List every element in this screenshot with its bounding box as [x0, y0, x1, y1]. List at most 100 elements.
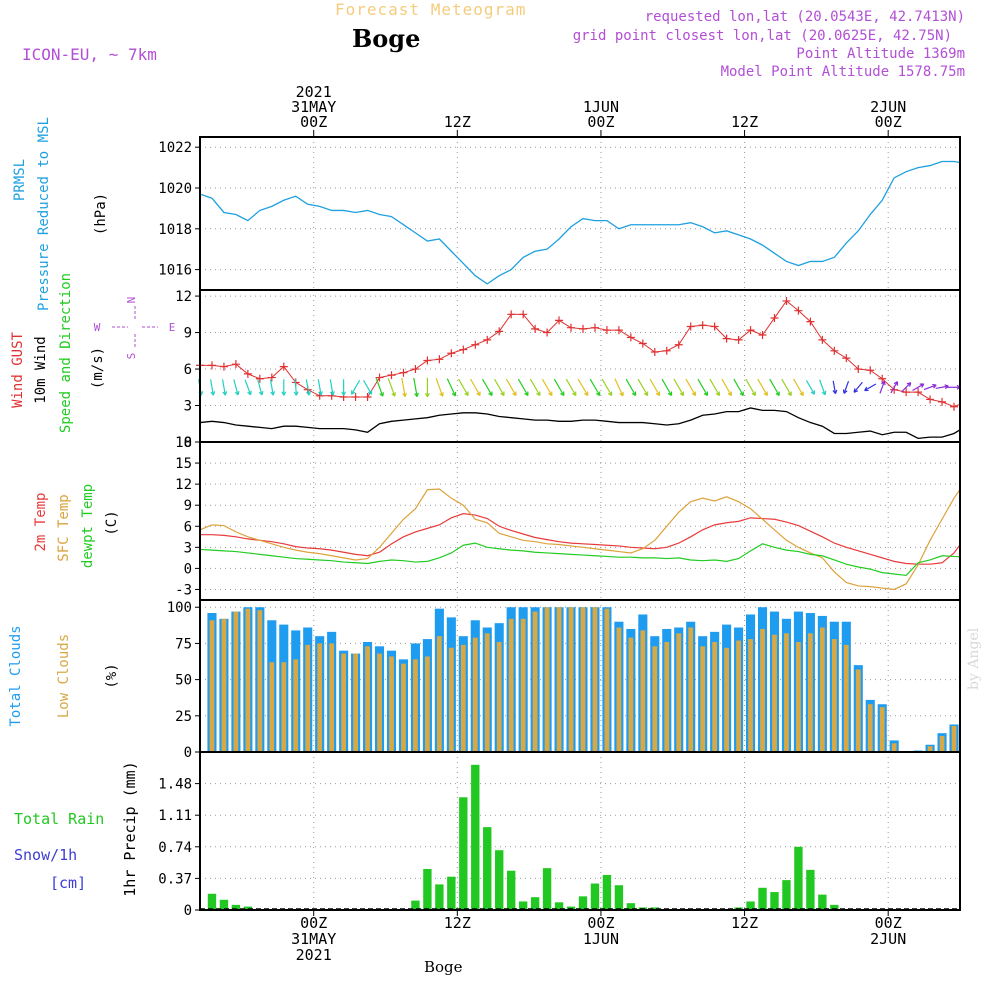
wind-direction-arrow — [935, 385, 949, 389]
wind-gust-marker — [818, 335, 827, 344]
temp-2m-title: 2m Temp — [33, 492, 49, 551]
low-clouds-bar — [209, 620, 215, 752]
wind-arrow-head — [451, 391, 457, 397]
wind-direction-arrow — [351, 380, 361, 395]
low-clouds-bar — [927, 746, 933, 752]
wind-direction-arrow — [329, 379, 334, 396]
compass-east-label: E — [169, 321, 176, 334]
low-clouds-bar — [688, 627, 694, 752]
requested-coordinates: requested lon,lat (20.0543E, 42.7413N) — [644, 9, 965, 25]
y-tick-label: 75 — [175, 636, 192, 652]
wind-direction-arrow — [901, 382, 912, 393]
y-tick-label: 3 — [184, 399, 192, 415]
wind-gust-marker — [243, 369, 252, 378]
wind-arrow-head — [595, 391, 601, 397]
top-x-tick-label: 00Z — [875, 113, 902, 131]
low-clouds-bar — [341, 653, 347, 752]
y-tick-label: 0.74 — [158, 840, 192, 856]
low-clouds-bar — [544, 607, 550, 752]
wind-arrow-head — [222, 391, 228, 396]
y-tick-label: 0 — [184, 561, 192, 577]
low-clouds-bar — [317, 643, 323, 752]
wind-arrow-head — [775, 391, 780, 397]
low-clouds-bar — [736, 640, 741, 752]
rain-bar — [423, 869, 432, 910]
panel-pressure: 1016 1018 1020 1022 — [158, 137, 960, 290]
wind-direction-arrow — [209, 379, 214, 396]
panel-frame — [199, 441, 961, 601]
wind-arrow-head — [631, 391, 637, 397]
low-clouds-bar — [580, 607, 586, 752]
y-tick-label: 50 — [175, 673, 192, 689]
rain-bar — [530, 897, 540, 910]
rain-bar — [614, 885, 624, 910]
wind-direction-arrow — [435, 378, 444, 397]
wind-direction-arrow — [458, 378, 469, 396]
total-rain-label: Total Rain — [14, 810, 104, 828]
y-tick-label: 6 — [184, 362, 192, 378]
y-tick-label: 0 — [184, 745, 192, 761]
wind-arrow-head — [234, 390, 240, 396]
wind-direction-arrow — [470, 378, 481, 396]
low-clouds-bar — [700, 646, 706, 752]
wind-direction-arrow — [269, 379, 274, 396]
compass-arrows — [112, 306, 158, 348]
wind-direction-arrow — [697, 378, 708, 396]
low-clouds-bar — [724, 647, 730, 752]
wind-direction-arrow — [879, 380, 885, 394]
wind-gust-marker — [471, 340, 480, 349]
wind-gust-marker — [423, 356, 432, 365]
product-title: Forecast Meteogram — [335, 0, 527, 19]
low-clouds-bar — [233, 611, 239, 752]
wind-arrow-head — [864, 386, 869, 392]
low-clouds-bar — [951, 725, 957, 752]
temp-sfc-line — [200, 488, 960, 591]
low-clouds-bar — [365, 646, 370, 752]
wind-arrow-head — [350, 390, 356, 395]
wind-unit: (m/s) — [90, 347, 106, 389]
wind-gust-marker — [854, 365, 863, 374]
low-clouds-bar — [819, 627, 825, 752]
wind-gust-marker — [207, 361, 216, 370]
wind-arrow-head — [210, 391, 216, 396]
station-title: Boge — [352, 24, 421, 53]
wind-gust-marker — [447, 349, 456, 358]
wind-gust-marker — [770, 313, 779, 322]
bottom-x-tick-label: 2021 — [296, 946, 332, 964]
model-point-altitude: Model Point Altitude 1578.75m — [720, 64, 965, 80]
wind-gust-marker — [590, 323, 599, 332]
low-clouds-bar — [855, 669, 861, 752]
wind-direction-arrow — [793, 378, 804, 396]
pressure-title-line: Pressure Reduced to MSL — [36, 117, 52, 311]
rain-bar — [794, 846, 803, 910]
rain-bar — [471, 764, 480, 910]
wind-arrow-head — [810, 390, 815, 395]
low-clouds-bar — [329, 643, 335, 752]
low-clouds-bar — [879, 707, 885, 752]
wind-gust-marker — [902, 388, 911, 397]
wind-gust-marker — [602, 326, 611, 335]
wind-gust-marker — [866, 366, 875, 375]
wind-direction-arrow — [541, 378, 553, 396]
model-label: ICON-EU, ~ 7km — [22, 45, 157, 64]
low-clouds-bar — [496, 641, 502, 752]
low-clouds-bar — [664, 641, 670, 752]
wind-arrow-head — [703, 391, 709, 397]
wind-direction-arrow — [614, 378, 624, 397]
rain-bar — [411, 900, 420, 910]
low-clouds-bar — [472, 637, 478, 752]
low-clouds-bar — [293, 659, 299, 752]
low-clouds-bar — [652, 646, 658, 752]
credit-watermark: by Angel — [966, 627, 982, 690]
y-tick-label: 3 — [184, 540, 192, 556]
wind-arrow-head — [787, 391, 792, 397]
low-clouds-bar — [808, 633, 813, 752]
wind-arrow-head — [667, 391, 673, 397]
rain-bar — [650, 907, 659, 910]
wind-gust-marker — [555, 316, 564, 325]
pressure-title-prmsl: PRMSL — [12, 159, 28, 201]
wind-direction-arrow — [413, 377, 418, 397]
rain-bar — [231, 904, 241, 910]
wind-arrow-head — [500, 391, 505, 397]
